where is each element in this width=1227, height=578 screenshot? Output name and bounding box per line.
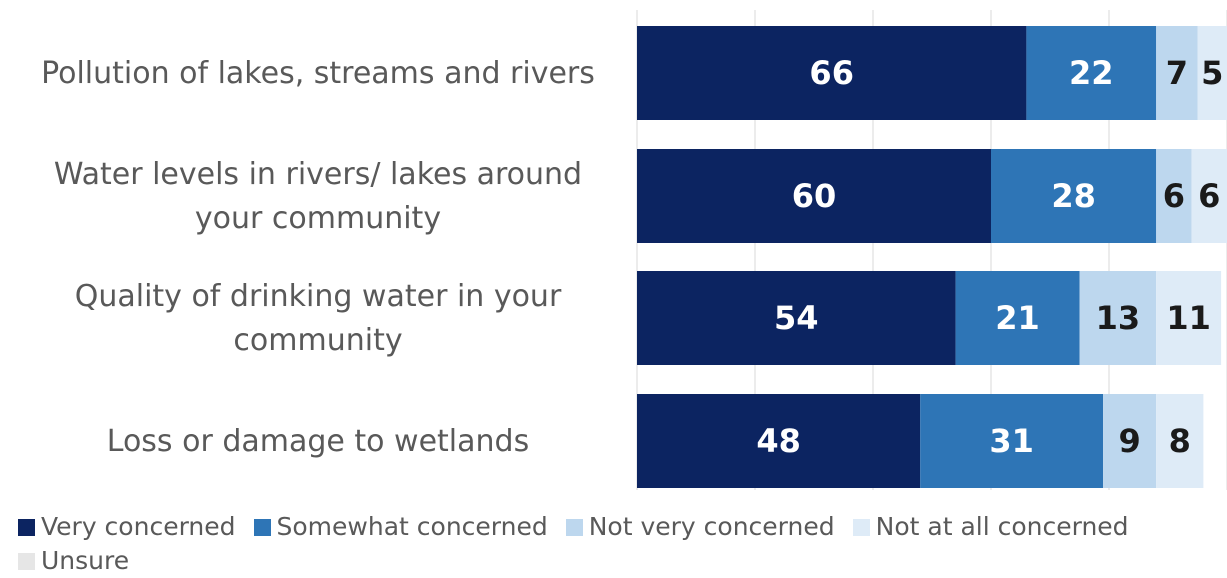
legend-item: Not very concerned [566,510,835,544]
legend-swatch [566,519,583,536]
data-label: 8 [1169,422,1191,460]
data-label: 9 [1119,422,1141,460]
legend-label: Somewhat concerned [277,512,548,541]
data-label: 11 [1166,299,1211,337]
legend-swatch [853,519,870,536]
data-label: 54 [774,299,819,337]
data-label: 7 [1166,54,1188,92]
data-label: 21 [995,299,1040,337]
legend: Very concerned Somewhat concerned Not very… [18,510,1208,578]
data-label: 60 [792,177,837,215]
category-label: Pollution of lakes, streams and rivers [41,56,595,91]
legend-item: Not at all concerned [853,510,1129,544]
data-label: 6 [1163,177,1185,215]
data-label: 48 [756,422,801,460]
data-label: 31 [989,422,1034,460]
legend-item: Very concerned [18,510,236,544]
data-label: 28 [1051,177,1096,215]
legend-swatch [18,553,35,570]
category-labels: Pollution of lakes, streams and rivers Wa… [41,56,595,459]
legend-item: Somewhat concerned [254,510,548,544]
bar-segments [637,26,1227,488]
data-label: 66 [809,54,854,92]
legend-item: Unsure [18,544,129,578]
data-label: 6 [1198,177,1220,215]
data-label: 13 [1096,299,1141,337]
data-label: 5 [1201,54,1223,92]
legend-swatch [254,519,271,536]
legend-label: Very concerned [41,512,236,541]
legend-label: Not very concerned [589,512,835,541]
legend-swatch [18,519,35,536]
data-label: 22 [1069,54,1114,92]
legend-label: Not at all concerned [876,512,1129,541]
category-label: Loss or damage to wetlands [107,424,529,459]
